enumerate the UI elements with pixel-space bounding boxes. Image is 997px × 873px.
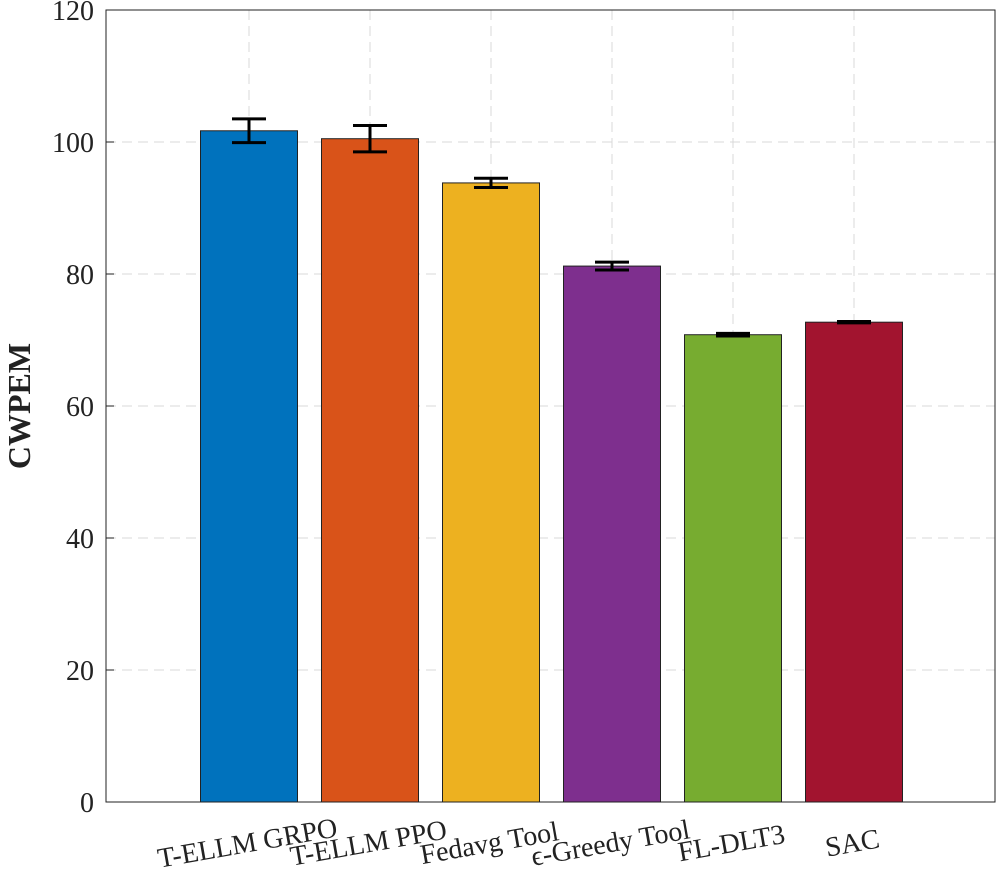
- error-bar: [595, 260, 629, 272]
- y-tick-label: 20: [66, 656, 94, 687]
- y-tick-label: 0: [80, 788, 94, 819]
- y-tick-label: 40: [66, 524, 94, 555]
- y-tick-label: 80: [66, 260, 94, 291]
- bar: [805, 321, 903, 803]
- bar: [200, 130, 298, 803]
- error-bar: [353, 124, 387, 154]
- y-tick-label: 60: [66, 392, 94, 423]
- x-tick-label: FL-DLT3: [676, 819, 788, 868]
- error-bar: [716, 331, 750, 338]
- x-tick-label: SAC: [823, 824, 882, 864]
- y-tick-label: 120: [52, 0, 94, 27]
- bar: [321, 138, 419, 803]
- error-bar: [232, 117, 266, 145]
- bar: [684, 334, 782, 803]
- bar: [563, 265, 661, 803]
- bar: [442, 182, 540, 803]
- y-tick-label: 100: [52, 128, 94, 159]
- y-axis-label: CWPEM: [1, 343, 37, 469]
- plot-frame: [105, 9, 996, 803]
- error-bar: [837, 320, 871, 325]
- error-bar: [474, 176, 508, 190]
